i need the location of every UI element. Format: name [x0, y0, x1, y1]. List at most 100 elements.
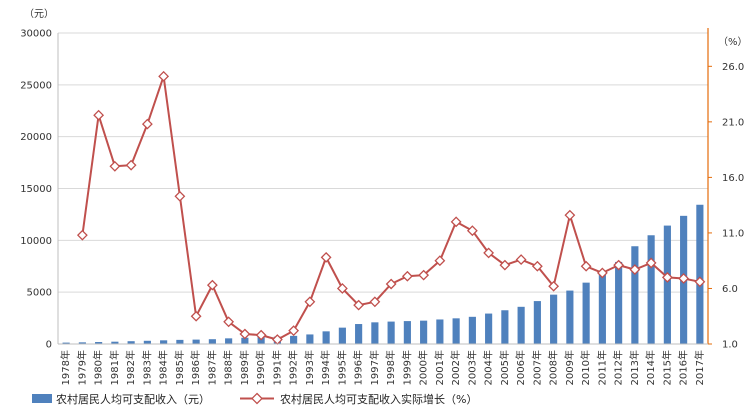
bar[interactable]	[62, 342, 70, 344]
line-point[interactable]	[141, 118, 153, 130]
bar[interactable]	[176, 339, 184, 344]
bar[interactable]	[468, 316, 476, 344]
bar[interactable]	[95, 342, 103, 344]
line-point[interactable]	[629, 264, 641, 276]
line-point[interactable]	[369, 296, 381, 308]
line-point[interactable]	[401, 270, 413, 282]
bar[interactable]	[111, 341, 119, 344]
x-tick-label: 2002年	[449, 350, 462, 385]
bar[interactable]	[403, 321, 411, 344]
line-point[interactable]	[239, 328, 251, 340]
bar[interactable]	[241, 337, 249, 344]
legend-item-bar[interactable]: 农村居民人均可支配收入（元）	[32, 392, 210, 406]
bar[interactable]	[485, 313, 493, 344]
x-tick-label: 2015年	[660, 350, 673, 385]
bar[interactable]	[452, 318, 460, 344]
x-tick-label: 1984年	[157, 350, 170, 385]
bar[interactable]	[225, 338, 233, 344]
bar[interactable]	[566, 290, 574, 344]
line-point[interactable]	[661, 271, 673, 283]
legend-bar-label: 农村居民人均可支配收入（元）	[56, 392, 210, 406]
line-point[interactable]	[515, 254, 527, 266]
left-tick-label: 30000	[20, 29, 52, 40]
line-point[interactable]	[93, 109, 105, 121]
line-point[interactable]	[174, 190, 186, 202]
line-point[interactable]	[434, 255, 446, 267]
line-point[interactable]	[320, 251, 332, 263]
bar[interactable]	[192, 339, 200, 344]
bar[interactable]	[355, 324, 363, 344]
line-point[interactable]	[158, 70, 170, 82]
line-point[interactable]	[125, 159, 137, 171]
bar[interactable]	[208, 339, 216, 344]
bar[interactable]	[631, 246, 639, 344]
x-tick-label: 1999年	[400, 350, 413, 385]
bar[interactable]	[290, 335, 298, 344]
line-point[interactable]	[385, 278, 397, 290]
bar[interactable]	[371, 322, 379, 344]
x-tick-label: 1986年	[189, 350, 202, 385]
bar[interactable]	[387, 321, 395, 344]
line-point[interactable]	[694, 276, 706, 288]
left-tick-label: 15000	[20, 184, 52, 195]
line-point[interactable]	[531, 260, 543, 272]
line-point[interactable]	[206, 279, 218, 291]
bar[interactable]	[436, 319, 444, 344]
line-point[interactable]	[596, 267, 608, 279]
x-tick-label: 2010年	[579, 350, 592, 385]
bar[interactable]	[582, 282, 590, 344]
line-point[interactable]	[678, 273, 690, 284]
legend-diamond-marker	[251, 392, 263, 405]
bar[interactable]	[615, 261, 623, 344]
legend: 农村居民人均可支配收入（元） 农村居民人均可支配收入实际增长（%）	[32, 392, 477, 406]
bar[interactable]	[501, 310, 509, 344]
bar[interactable]	[533, 301, 541, 344]
bar[interactable]	[143, 340, 151, 344]
line-point[interactable]	[304, 296, 316, 308]
bar[interactable]	[306, 334, 314, 344]
bar-series	[62, 204, 704, 344]
bar[interactable]	[322, 331, 330, 344]
line-point[interactable]	[76, 229, 88, 241]
line-point[interactable]	[564, 209, 576, 221]
bar[interactable]	[663, 225, 671, 344]
right-tick-label: 6.0	[722, 284, 738, 295]
legend-item-line[interactable]: 农村居民人均可支配收入实际增长（%）	[240, 392, 477, 406]
line-point[interactable]	[190, 310, 202, 322]
x-tick-label: 1991年	[270, 350, 283, 385]
bar[interactable]	[160, 340, 168, 344]
line-point[interactable]	[580, 260, 592, 272]
bar[interactable]	[420, 320, 428, 344]
line-point[interactable]	[548, 280, 560, 292]
x-tick-label: 2003年	[465, 350, 478, 385]
bar[interactable]	[338, 327, 346, 344]
bar[interactable]	[127, 341, 135, 344]
x-tick-label: 2012年	[612, 350, 625, 385]
line-point[interactable]	[109, 160, 121, 172]
x-tick-label: 1983年	[140, 350, 153, 385]
line-point[interactable]	[288, 325, 300, 337]
line-point[interactable]	[255, 329, 267, 341]
x-tick-label: 1995年	[335, 350, 348, 385]
line-point[interactable]	[613, 259, 625, 271]
line-point[interactable]	[483, 247, 495, 259]
x-tick-label: 1996年	[352, 350, 365, 385]
right-tick-label: 1.0	[722, 340, 738, 351]
bar[interactable]	[696, 204, 704, 344]
line-point[interactable]	[223, 316, 235, 328]
line-point[interactable]	[353, 299, 365, 311]
line-point[interactable]	[645, 257, 657, 269]
bar[interactable]	[78, 342, 86, 344]
line-point[interactable]	[499, 259, 511, 271]
line-point[interactable]	[336, 283, 348, 294]
line-point[interactable]	[418, 269, 430, 281]
bar[interactable]	[517, 306, 525, 344]
line-point[interactable]	[450, 216, 462, 228]
bar[interactable]	[647, 235, 655, 344]
bar[interactable]	[550, 294, 558, 344]
bar[interactable]	[598, 271, 606, 344]
left-y-axis: （元） 0 5000 10000 15000 20000 25000 30000	[20, 8, 59, 351]
x-tick-label: 1992年	[287, 350, 300, 385]
line-point[interactable]	[466, 225, 478, 237]
